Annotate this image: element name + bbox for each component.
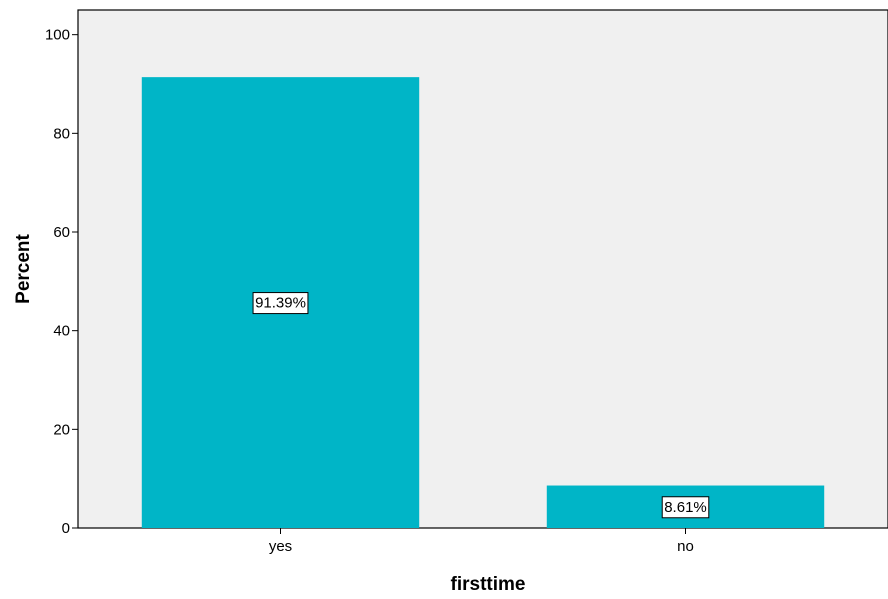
data-label-box-yes bbox=[252, 292, 309, 315]
data-label-yes: 91.39% bbox=[255, 295, 306, 312]
y-tick-label-40: 40 bbox=[53, 323, 70, 340]
x-tick-label-no: no bbox=[677, 538, 694, 555]
data-label-box-no bbox=[661, 496, 710, 519]
y-tick-label-100: 100 bbox=[45, 27, 70, 44]
x-axis: yes no bbox=[269, 528, 694, 555]
data-label-no: 8.61% bbox=[664, 499, 707, 516]
x-tick-label-yes: yes bbox=[269, 538, 292, 555]
x-axis-title: firsttime bbox=[451, 574, 526, 595]
y-axis: 0 20 40 60 80 100 bbox=[45, 27, 78, 537]
y-tick-label-0: 0 bbox=[62, 520, 70, 537]
y-tick-label-20: 20 bbox=[53, 421, 70, 438]
y-axis-title: Percent bbox=[13, 233, 34, 303]
y-tick-label-80: 80 bbox=[53, 125, 70, 142]
y-tick-label-60: 60 bbox=[53, 224, 70, 241]
